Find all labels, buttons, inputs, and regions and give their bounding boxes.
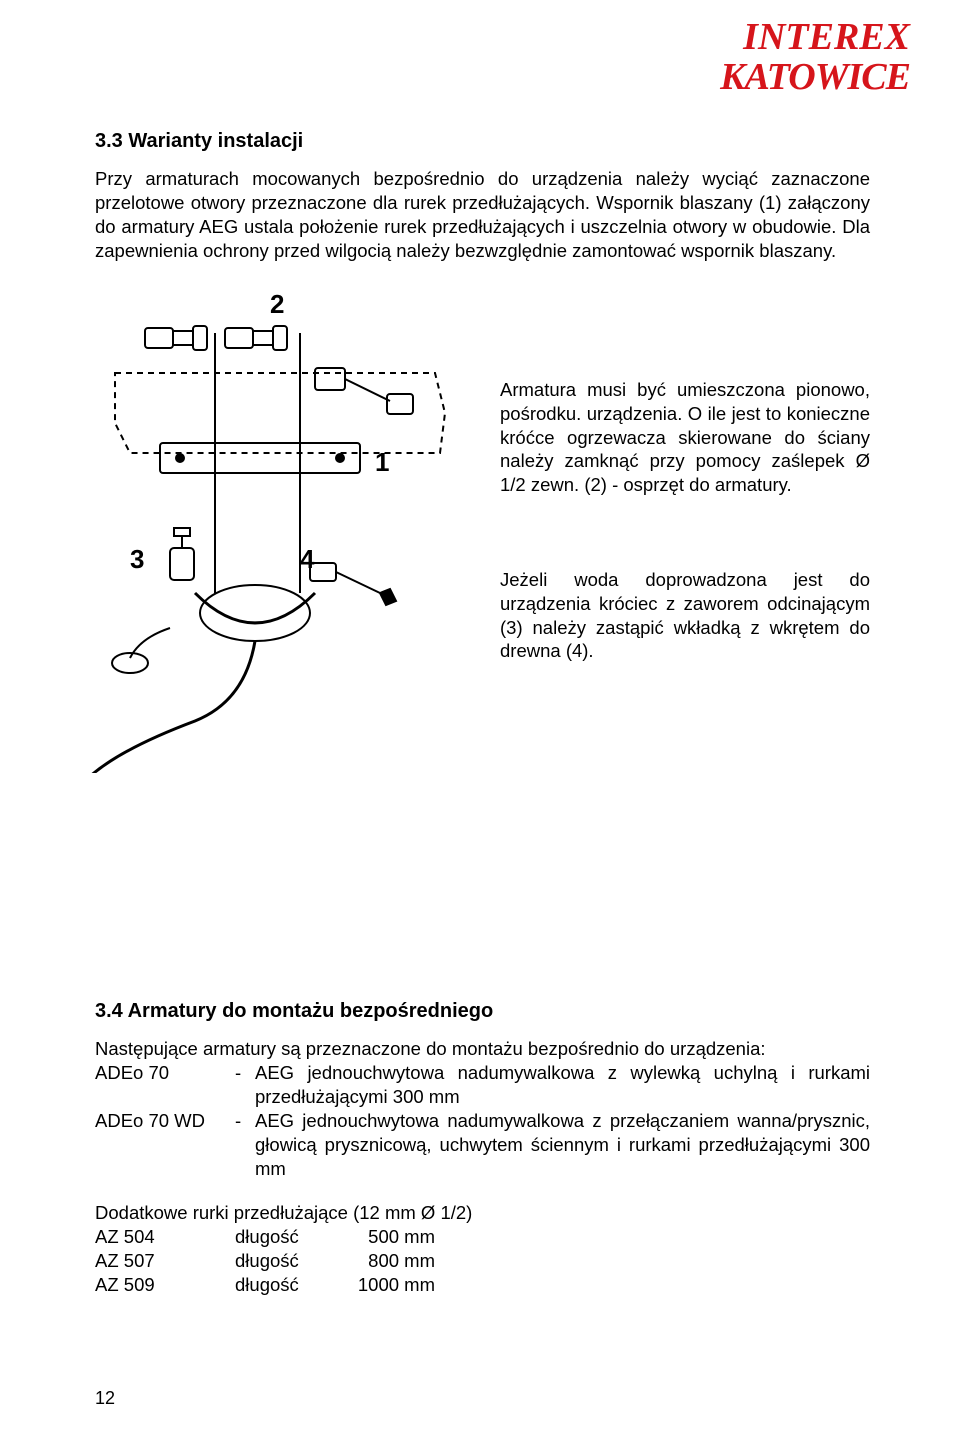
callout-4: 4 [300,544,315,574]
dash: - [235,1061,255,1109]
dash: - [235,1109,255,1181]
figure-caption-2: Jeżeli woda doprowadzona jest do urządze… [500,568,870,663]
section-3-3: 3.3 Warianty instalacji Przy armaturach … [95,130,870,773]
figure-block: 2 1 3 4 Armatura musi być umieszczona pi… [95,293,870,773]
heading-3-4: 3.4 Armatury do montażu bezpośredniego [95,1000,870,1023]
armature-list: Następujące armatury są przeznaczone do … [95,1037,870,1181]
pipe-length-value: 1000 mm [325,1273,435,1297]
brand-logo: INTEREX KATOWICE [720,18,910,98]
armature-row: ADEo 70 WD - AEG jednouchwytowa nadumywa… [95,1109,870,1181]
pipe-row: AZ 504 długość 500 mm [95,1225,870,1249]
pipe-length-label: długość [235,1249,325,1273]
armature-model: ADEo 70 [95,1061,235,1109]
pipe-row: AZ 507 długość 800 mm [95,1249,870,1273]
pipe-model: AZ 504 [95,1225,235,1249]
pipe-length-label: długość [235,1273,325,1297]
armature-model: ADEo 70 WD [95,1109,235,1181]
paragraph-3-3: Przy armaturach mocowanych bezpośrednio … [95,167,870,263]
armature-row: ADEo 70 - AEG jednouchwytowa nadumywalko… [95,1061,870,1109]
extension-pipes-heading: Dodatkowe rurki przedłużające (12 mm Ø 1… [95,1201,870,1225]
figure-caption-1: Armatura musi być umieszczona pionowo, p… [500,378,870,496]
pipe-length-value: 500 mm [325,1225,435,1249]
logo-line-2: KATOWICE [720,58,910,98]
intro-3-4: Następujące armatury są przeznaczone do … [95,1037,870,1061]
armature-desc: AEG jednouchwytowa nadumywalkowa z przeł… [255,1109,870,1181]
logo-line-1: INTEREX [720,18,910,58]
pipe-model: AZ 509 [95,1273,235,1297]
callout-3: 3 [130,544,144,574]
callout-2: 2 [270,293,284,319]
pipe-length-value: 800 mm [325,1249,435,1273]
section-3-4: 3.4 Armatury do montażu bezpośredniego N… [95,1000,870,1297]
installation-diagram: 2 1 3 4 [75,293,505,773]
heading-3-3: 3.3 Warianty instalacji [95,130,870,153]
pipe-row: AZ 509 długość 1000 mm [95,1273,870,1297]
armature-desc: AEG jednouchwytowa nadumywalkowa z wylew… [255,1061,870,1109]
extension-pipes-block: Dodatkowe rurki przedłużające (12 mm Ø 1… [95,1201,870,1297]
callout-1: 1 [375,447,389,477]
page-number: 12 [95,1388,115,1409]
pipe-model: AZ 507 [95,1249,235,1273]
pipe-length-label: długość [235,1225,325,1249]
